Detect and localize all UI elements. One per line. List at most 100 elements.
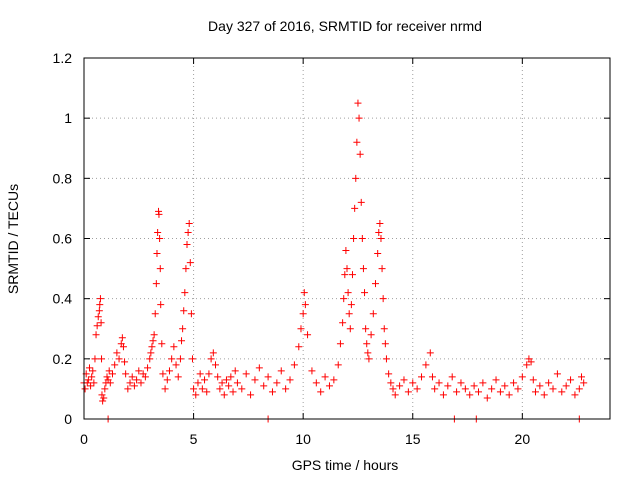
data-point	[501, 382, 509, 390]
data-point	[347, 301, 355, 309]
data-point	[201, 376, 209, 384]
data-point	[470, 382, 478, 390]
data-point	[300, 289, 308, 297]
x-tick-label: 10	[295, 431, 311, 447]
data-point	[475, 388, 482, 396]
data-point	[330, 376, 338, 384]
data-point	[172, 361, 180, 369]
data-point	[418, 373, 426, 381]
data-point	[98, 355, 106, 363]
data-point	[518, 373, 526, 381]
data-point	[496, 388, 504, 396]
data-point	[378, 265, 386, 273]
chart-title: Day 327 of 2016, SRMTID for receiver nrm…	[208, 18, 482, 34]
data-point	[527, 358, 535, 366]
data-point	[578, 373, 586, 381]
data-point	[431, 385, 439, 393]
data-point	[488, 385, 496, 393]
data-point	[97, 319, 105, 327]
data-point	[106, 379, 114, 387]
data-point	[367, 331, 375, 339]
data-point	[321, 373, 329, 381]
data-point	[404, 388, 412, 396]
data-point	[428, 373, 436, 381]
data-point	[354, 99, 362, 107]
data-point	[387, 379, 395, 387]
data-point	[178, 337, 186, 345]
data-point	[158, 340, 166, 348]
data-point	[121, 358, 129, 366]
data-point	[185, 219, 193, 227]
data-point	[91, 355, 99, 363]
data-point	[505, 391, 513, 399]
data-point	[183, 241, 191, 249]
data-point	[155, 210, 163, 218]
data-point	[536, 382, 544, 390]
data-point	[553, 370, 561, 378]
data-point	[247, 391, 255, 399]
data-point	[196, 370, 204, 378]
data-point	[344, 289, 352, 297]
data-point	[453, 388, 461, 396]
data-point	[549, 385, 557, 393]
data-point	[92, 331, 100, 339]
data-point	[133, 376, 141, 384]
y-tick-label: 0.6	[53, 231, 73, 247]
data-point	[151, 310, 159, 318]
data-point	[222, 376, 230, 384]
data-point	[340, 295, 348, 303]
data-point	[409, 379, 417, 387]
data-point	[514, 385, 522, 393]
data-point	[580, 379, 588, 387]
x-tick-label: 15	[405, 431, 421, 447]
data-point	[282, 385, 290, 393]
data-point	[364, 349, 372, 357]
data-point	[457, 379, 465, 387]
data-point	[96, 301, 104, 309]
data-point	[148, 343, 156, 351]
data-point	[161, 385, 169, 393]
data-point	[209, 349, 217, 357]
data-point	[350, 235, 358, 242]
data-point	[301, 301, 309, 309]
data-point	[144, 364, 152, 372]
data-point	[295, 343, 303, 351]
data-point	[81, 385, 89, 393]
data-point	[352, 174, 360, 182]
data-point	[448, 373, 456, 381]
data-point	[85, 364, 93, 372]
data-point	[290, 361, 298, 369]
data-point	[540, 391, 548, 399]
data-point	[238, 385, 246, 393]
data-point	[194, 379, 202, 387]
data-point	[87, 382, 95, 390]
data-point	[192, 391, 200, 399]
y-tick-label: 1	[64, 110, 72, 126]
data-point	[181, 289, 189, 297]
data-point	[101, 385, 109, 393]
data-point	[391, 391, 399, 399]
data-point	[545, 379, 553, 387]
data-point	[203, 388, 211, 396]
data-point	[165, 367, 173, 375]
data-point	[389, 385, 397, 393]
data-point	[342, 247, 350, 255]
x-tick-label: 20	[515, 431, 531, 447]
data-point	[141, 373, 149, 381]
data-point	[95, 307, 103, 315]
data-point	[299, 310, 307, 318]
data-point	[153, 250, 161, 258]
data-point	[126, 379, 134, 387]
data-point	[479, 379, 487, 387]
data-point	[510, 379, 518, 387]
data-point	[312, 379, 320, 387]
data-point	[325, 382, 333, 390]
data-point	[297, 325, 305, 333]
data-point	[273, 379, 281, 387]
data-point	[369, 310, 377, 318]
data-point	[128, 373, 136, 381]
data-point	[264, 373, 272, 381]
data-point	[575, 385, 583, 393]
y-tick-labels: 0 0.2 0.4 0.6 0.8 1 1.2	[53, 50, 73, 427]
data-point	[362, 325, 370, 333]
